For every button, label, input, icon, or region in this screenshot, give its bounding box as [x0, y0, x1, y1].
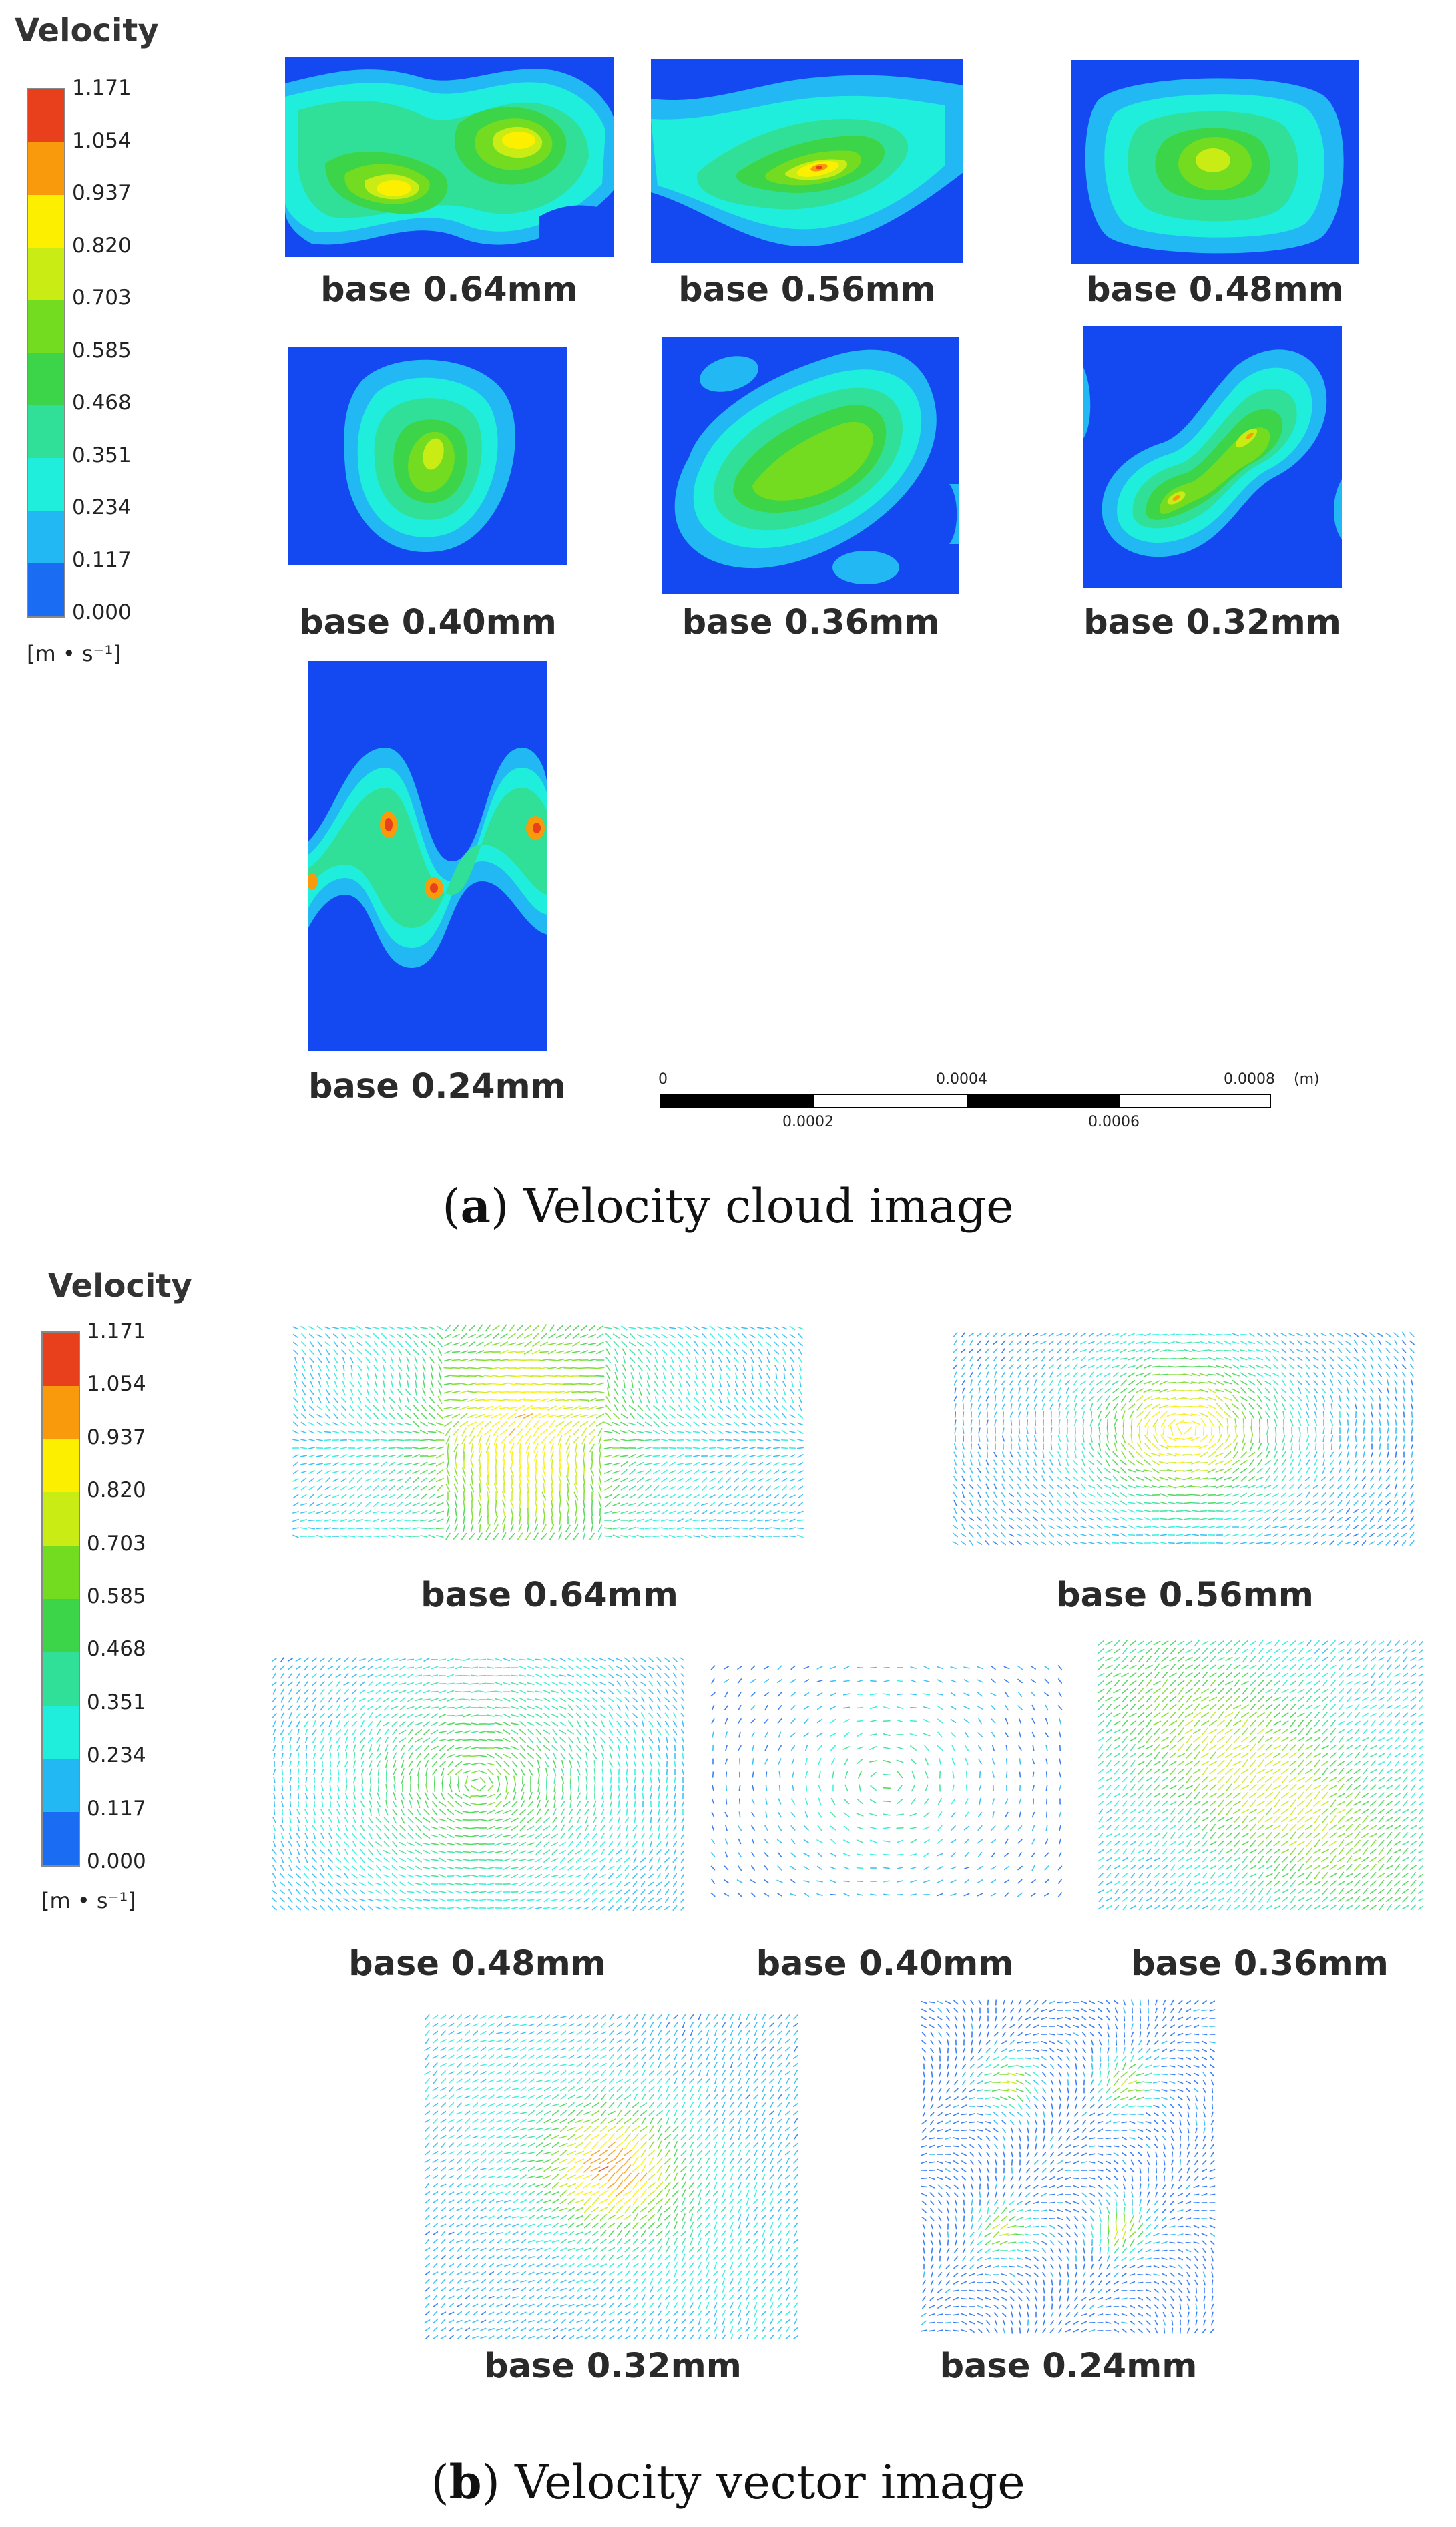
panel-label-024: base 0.24mm [939, 2347, 1198, 2386]
colorbar-band [28, 405, 64, 459]
legend-tick-label: 0.117 [87, 1796, 146, 1821]
legend-tick-label: 0.468 [72, 391, 132, 415]
legend-title: Velocity [48, 1267, 192, 1305]
caption-text: Velocity cloud image [523, 1179, 1014, 1234]
contour-panel-064 [285, 57, 614, 257]
vector-panel-024 [920, 1998, 1217, 2339]
colorbar-band [43, 1705, 79, 1759]
colorbar-band [43, 1598, 79, 1652]
colorbar-band [43, 1759, 79, 1813]
panel-label-064: base 0.64mm [421, 1576, 678, 1615]
caption-text: Velocity vector image [515, 2455, 1025, 2510]
colorbar-band [43, 1385, 79, 1439]
scale-unit: (m) [1294, 1071, 1320, 1088]
vector-panel-056 [951, 1331, 1419, 1551]
legend-tick-label: 0.351 [72, 443, 132, 467]
legend-tick-label: 0.937 [72, 181, 132, 205]
colorbar-band [28, 194, 64, 248]
colorbar-band [28, 458, 64, 511]
legend-tick-label: 0.820 [72, 233, 132, 258]
panel-label-056: base 0.56mm [678, 270, 936, 310]
panel-label-048: base 0.48mm [348, 1944, 606, 1984]
legend-tick-label: 0.703 [87, 1531, 146, 1556]
panel-label-064: base 0.64mm [320, 270, 578, 310]
vector-panel-048 [270, 1656, 684, 1911]
legend-tick-label: 0.351 [87, 1690, 146, 1714]
legend-unit: [m • s⁻¹] [27, 641, 122, 666]
colorbar-band [28, 563, 64, 616]
legend-tick-label: 0.000 [87, 1849, 146, 1873]
panel-label-024: base 0.24mm [308, 1067, 566, 1106]
legend-tick-label: 0.117 [72, 547, 132, 572]
scale-bar-track [660, 1094, 1271, 1108]
colorbar-band [43, 1652, 79, 1706]
colorbar [27, 88, 65, 618]
scale-tick-top-2: 0.0008 [1224, 1071, 1275, 1088]
panel-label-032: base 0.32mm [1083, 603, 1341, 642]
caption-letter: (b) [431, 2454, 500, 2510]
legend-tick-label: 0.234 [72, 495, 132, 519]
colorbar-band [28, 247, 64, 300]
colorbar-band [28, 89, 64, 142]
panel-label-040: base 0.40mm [756, 1944, 1014, 1984]
colorbar-band [43, 1492, 79, 1546]
colorbar-band [43, 1439, 79, 1493]
colorbar-band [28, 142, 64, 195]
caption-b: (b) Velocity vector image [0, 2454, 1456, 2510]
vector-panel-032 [423, 2013, 802, 2339]
legend-tick-label: 0.468 [87, 1637, 146, 1662]
colorbar [41, 1331, 80, 1867]
panel-label-032: base 0.32mm [484, 2347, 742, 2386]
panel-label-036: base 0.36mm [682, 603, 940, 642]
legend-title: Velocity [15, 12, 159, 49]
colorbar-band [43, 1546, 79, 1599]
colorbar-band [43, 1812, 79, 1865]
colorbar-band [28, 353, 64, 406]
vector-panel-036 [1097, 1639, 1423, 1914]
legend-tick-label: 0.234 [87, 1743, 146, 1768]
contour-panel-040 [288, 347, 567, 565]
vector-panel-064 [292, 1324, 807, 1542]
contour-panel-056 [651, 59, 963, 263]
colorbar-band [43, 1333, 79, 1386]
scale-tick-bottom-1: 0.0006 [1088, 1114, 1140, 1130]
legend-tick-label: 0.703 [72, 286, 132, 310]
caption-letter: (a) [442, 1178, 509, 1234]
panel-label-056: base 0.56mm [1056, 1576, 1314, 1615]
legend-tick-label: 0.820 [87, 1478, 146, 1503]
legend-tick-label: 1.054 [87, 1372, 146, 1397]
contour-panel-024 [308, 661, 547, 1051]
legend-tick-label: 0.585 [87, 1584, 146, 1608]
panel-label-040: base 0.40mm [299, 603, 557, 642]
legend-tick-label: 0.585 [72, 338, 132, 363]
legend-tick-label: 1.171 [87, 1319, 146, 1343]
panel-label-048: base 0.48mm [1086, 270, 1344, 310]
legend-unit: [m • s⁻¹] [41, 1888, 136, 1913]
colorbar-band [28, 300, 64, 353]
caption-a: (a) Velocity cloud image [0, 1178, 1456, 1234]
legend-tick-label: 1.171 [72, 76, 132, 100]
colorbar-band [28, 511, 64, 564]
vector-panel-040 [706, 1661, 1063, 1900]
legend-tick-label: 0.000 [72, 600, 132, 624]
panel-label-036: base 0.36mm [1131, 1944, 1389, 1984]
scale-tick-top-1: 0.0004 [936, 1071, 987, 1088]
scale-tick-bottom-0: 0.0002 [782, 1114, 834, 1130]
contour-panel-048 [1071, 60, 1359, 264]
scale-tick-top-0: 0 [658, 1071, 668, 1088]
legend-tick-label: 0.937 [87, 1425, 146, 1449]
legend-tick-label: 1.054 [72, 128, 132, 153]
contour-panel-032 [1083, 326, 1342, 588]
contour-panel-036 [662, 337, 959, 594]
